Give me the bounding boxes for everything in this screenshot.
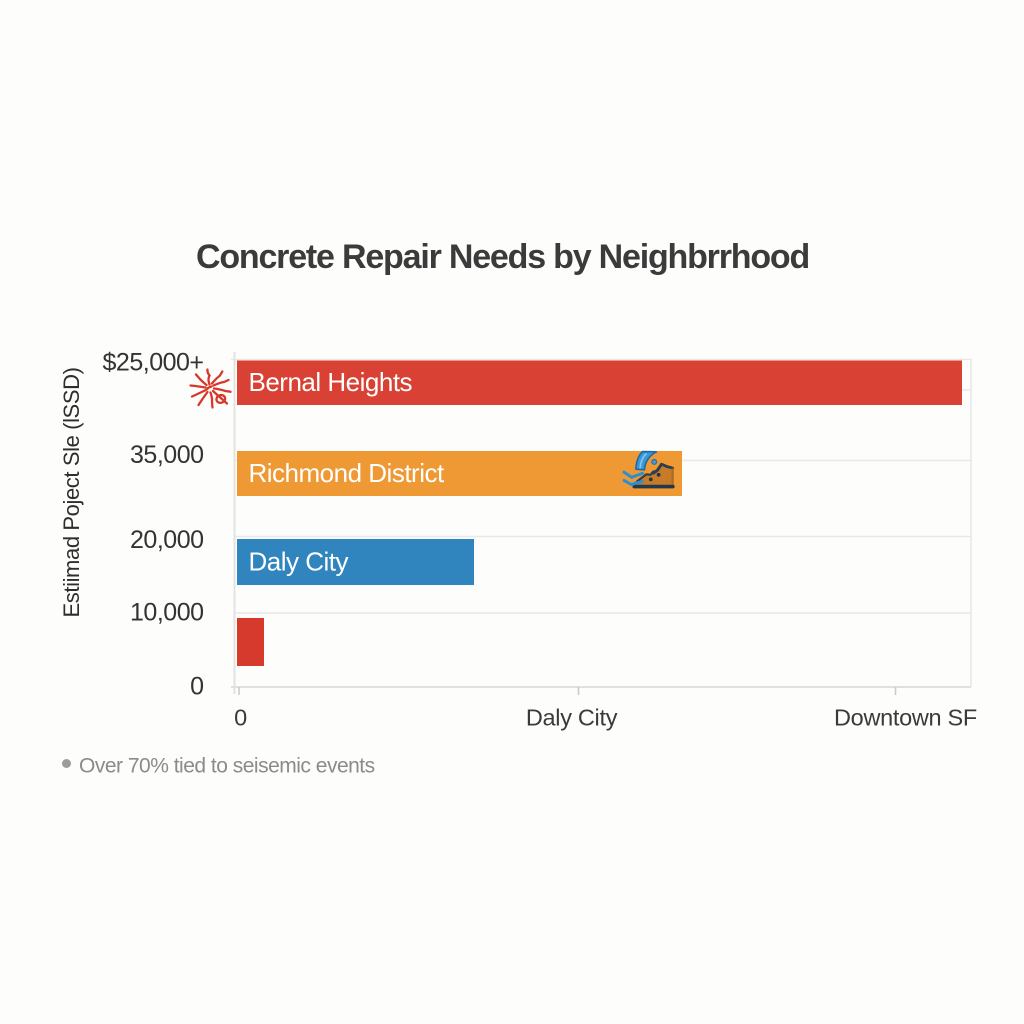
svg-text:Bernal Heights: Bernal Heights <box>249 367 413 397</box>
svg-text:Downtown SF: Downtown SF <box>834 705 977 731</box>
svg-text:0: 0 <box>190 673 203 701</box>
svg-text:Estiimad Poject Sle (lSSD): Estiimad Poject Sle (lSSD) <box>59 367 84 617</box>
svg-text:Richmond District: Richmond District <box>249 458 445 488</box>
svg-text:Daly City: Daly City <box>526 705 618 731</box>
svg-text:Over 70% tied to seisemic even: Over 70% tied to seisemic events <box>79 755 375 778</box>
svg-text:20,000: 20,000 <box>130 526 203 554</box>
svg-text:35,000: 35,000 <box>130 441 203 469</box>
svg-text:Concrete Repair Needs by Neigh: Concrete Repair Needs by Neighbrrhood <box>196 238 809 276</box>
svg-text:0: 0 <box>234 705 247 731</box>
svg-text:Daly City: Daly City <box>249 547 349 577</box>
svg-text:$25,000+: $25,000+ <box>103 349 204 377</box>
svg-text:10,000: 10,000 <box>130 599 203 627</box>
